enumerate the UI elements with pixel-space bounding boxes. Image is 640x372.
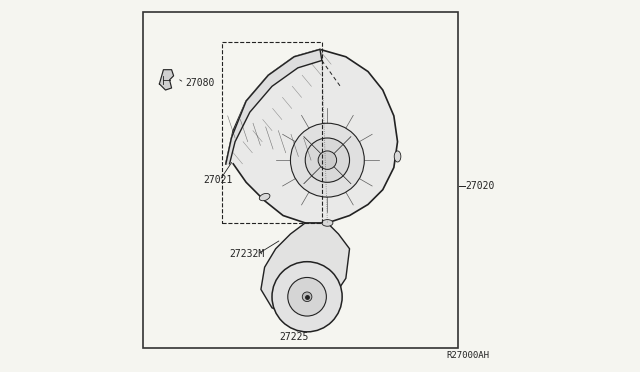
Circle shape xyxy=(318,151,337,169)
Polygon shape xyxy=(226,49,397,223)
Polygon shape xyxy=(226,49,322,164)
Ellipse shape xyxy=(394,151,401,162)
Text: 27225: 27225 xyxy=(280,332,308,342)
Circle shape xyxy=(272,262,342,332)
Circle shape xyxy=(302,292,312,302)
Text: 27021: 27021 xyxy=(204,176,233,186)
Text: R27000AH: R27000AH xyxy=(447,350,490,359)
Polygon shape xyxy=(261,223,349,315)
Polygon shape xyxy=(159,70,173,90)
Ellipse shape xyxy=(259,193,270,201)
Circle shape xyxy=(305,138,349,182)
Ellipse shape xyxy=(322,219,333,226)
Circle shape xyxy=(291,123,364,197)
Circle shape xyxy=(288,278,326,316)
Text: 27080: 27080 xyxy=(185,78,214,88)
Text: 27232M: 27232M xyxy=(230,249,265,259)
Text: 27020: 27020 xyxy=(465,181,495,191)
